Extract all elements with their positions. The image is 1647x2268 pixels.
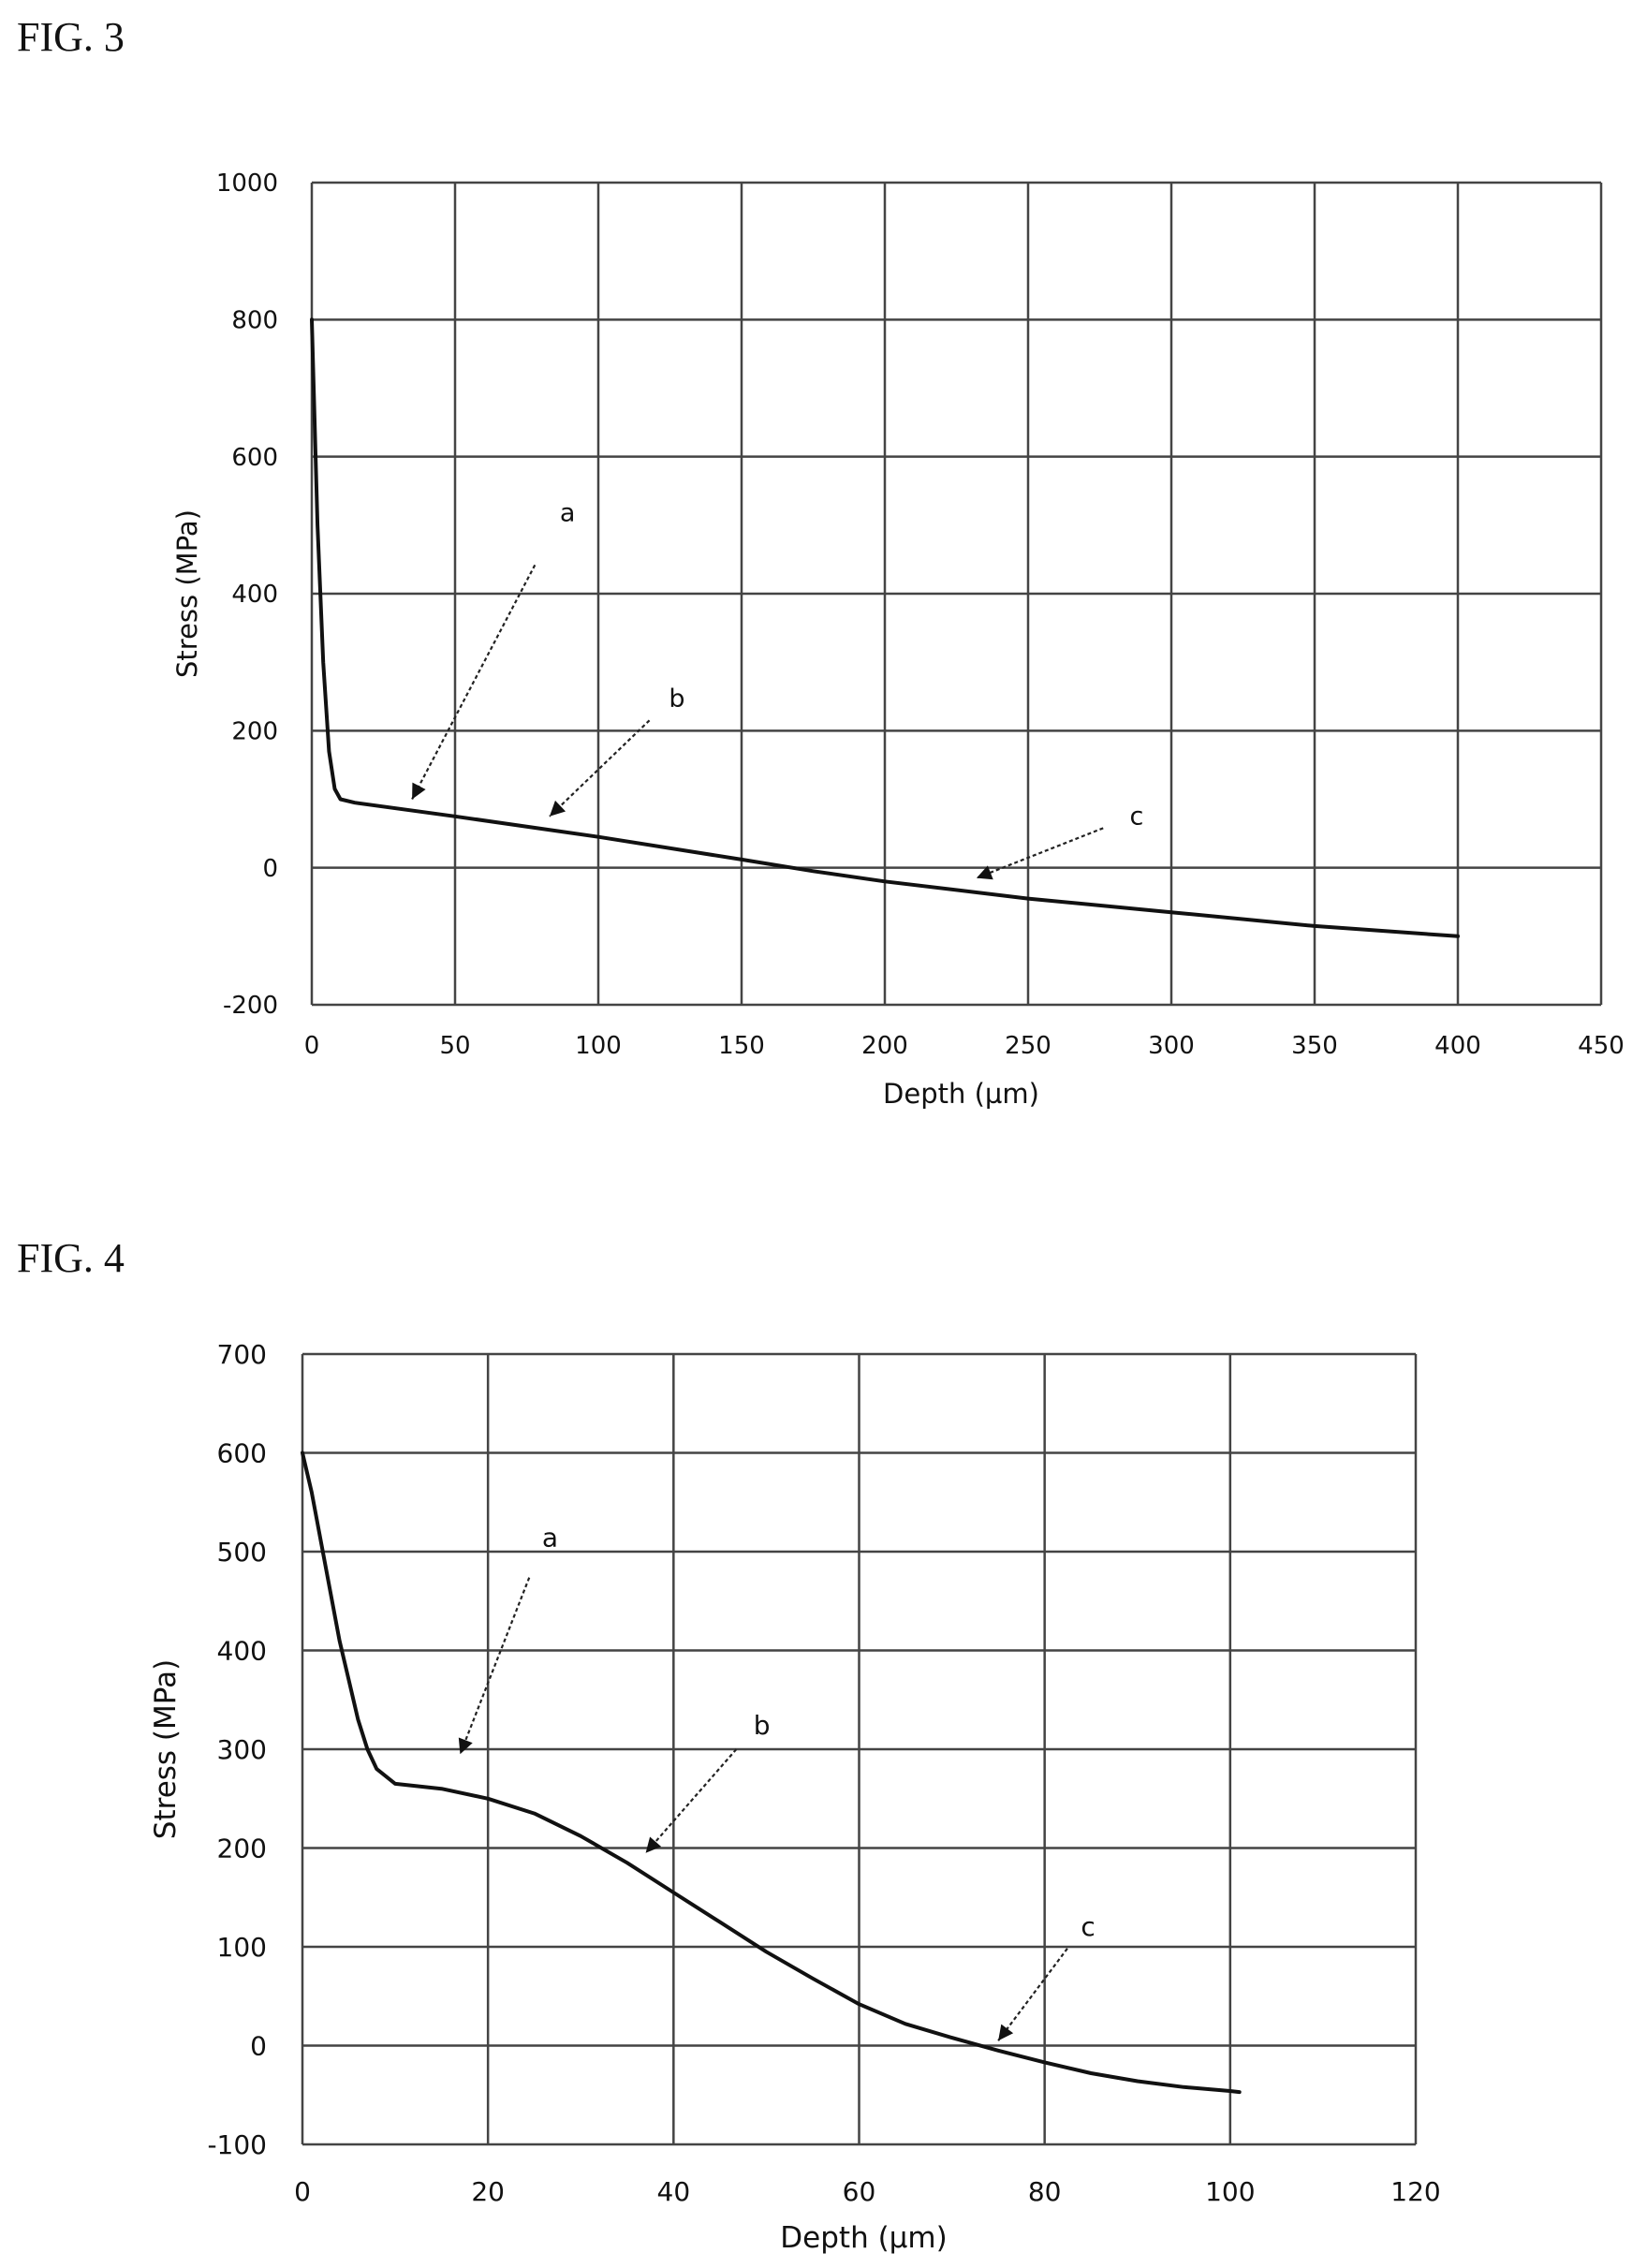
annotation-c: c — [976, 803, 1143, 880]
x-tick-label: 0 — [294, 2176, 311, 2207]
annotation-label: b — [754, 1710, 771, 1741]
y-tick-label: 100 — [217, 1932, 267, 1963]
x-tick-label: 0 — [304, 1032, 320, 1060]
annotation-arrow — [997, 1948, 1068, 2041]
y-tick-label: 400 — [217, 1635, 267, 1666]
y-tick-label: 600 — [217, 1437, 267, 1468]
x-axis-label: Depth (µm) — [780, 2221, 947, 2255]
x-tick-label: 100 — [1205, 2176, 1255, 2207]
x-axis-label: Depth (µm) — [883, 1078, 1039, 1110]
annotation-label: a — [542, 1522, 558, 1553]
y-tick-label: 800 — [231, 306, 278, 334]
x-tick-label: 350 — [1291, 1032, 1338, 1060]
x-tick-label: 400 — [1434, 1032, 1481, 1060]
annotation-b: b — [549, 685, 685, 817]
y-tick-label: 1000 — [216, 169, 278, 198]
stress-depth-chart-fig4: -100 0 100 200 300 400 500 600 700 0 20 40 60 80 100 12… — [149, 1339, 1441, 2255]
x-tick-label: 250 — [1005, 1032, 1051, 1060]
x-tick-labels: 0 20 40 60 80 100 120 — [294, 2176, 1441, 2207]
y-tick-label: 600 — [231, 444, 278, 472]
x-tick-label: 150 — [718, 1032, 765, 1060]
y-axis-label: Stress (MPa) — [171, 509, 203, 678]
annotation-arrowhead — [412, 782, 426, 800]
annotation-arrow — [459, 1577, 531, 1755]
y-tick-label: 700 — [217, 1339, 267, 1370]
annotation-arrowhead — [998, 2024, 1014, 2041]
annotation-label: b — [669, 685, 684, 714]
annotation-b: b — [644, 1710, 771, 1854]
y-tick-label: -100 — [207, 2129, 267, 2160]
y-tick-labels: -100 0 100 200 300 400 500 600 700 — [207, 1339, 267, 2160]
y-tick-label: 200 — [231, 717, 278, 745]
y-tick-label: 400 — [231, 581, 278, 609]
annotation-label: a — [560, 499, 576, 528]
annotation-a: a — [458, 1522, 558, 1755]
x-tick-labels: 0 50 100 150 200 250 300 350 400 450 — [304, 1032, 1625, 1060]
annotation-c: c — [997, 1911, 1096, 2041]
y-tick-label: 300 — [217, 1734, 267, 1765]
x-tick-label: 40 — [657, 2176, 691, 2207]
x-tick-label: 300 — [1148, 1032, 1195, 1060]
x-tick-label: 120 — [1390, 2176, 1440, 2207]
y-tick-label: 500 — [217, 1537, 267, 1568]
annotation-arrowhead — [549, 800, 566, 817]
figure-4-label: FIG. 4 — [17, 1235, 125, 1281]
x-tick-label: 200 — [861, 1032, 908, 1060]
x-tick-label: 80 — [1028, 2176, 1062, 2207]
annotation-arrowhead — [976, 865, 993, 880]
y-axis-label: Stress (MPa) — [149, 1659, 183, 1839]
annotation-arrowhead — [458, 1737, 473, 1755]
x-tick-label: 50 — [439, 1032, 470, 1060]
annotation-arrowhead — [645, 1836, 662, 1853]
annotation-label: c — [1081, 1911, 1095, 1942]
y-tick-label: 0 — [262, 855, 278, 883]
annotation-arrow — [644, 1748, 738, 1854]
x-tick-label: 20 — [471, 2176, 505, 2207]
figure-3-label: FIG. 3 — [17, 14, 125, 60]
annotation-label: c — [1129, 803, 1143, 832]
annotation-a: a — [411, 499, 576, 801]
y-tick-labels: -200 0 200 400 600 800 1000 — [216, 169, 278, 1020]
stress-depth-chart-fig3: -200 0 200 400 600 800 1000 0 50 100 150 200 250 300 3… — [171, 169, 1625, 1110]
annotation-arrow — [976, 827, 1104, 879]
annotation-arrow — [411, 564, 537, 801]
x-tick-label: 450 — [1578, 1032, 1625, 1060]
x-tick-label: 100 — [575, 1032, 622, 1060]
y-tick-label: 200 — [217, 1833, 267, 1863]
y-tick-label: -200 — [223, 992, 278, 1020]
y-tick-label: 0 — [250, 2030, 267, 2061]
annotation-arrow — [549, 719, 651, 817]
gridlines — [310, 181, 1603, 1007]
stress-profile-line — [301, 1451, 1242, 2095]
stress-profile-line — [310, 317, 1460, 938]
x-tick-label: 60 — [843, 2176, 876, 2207]
gridlines — [301, 1352, 1418, 2146]
